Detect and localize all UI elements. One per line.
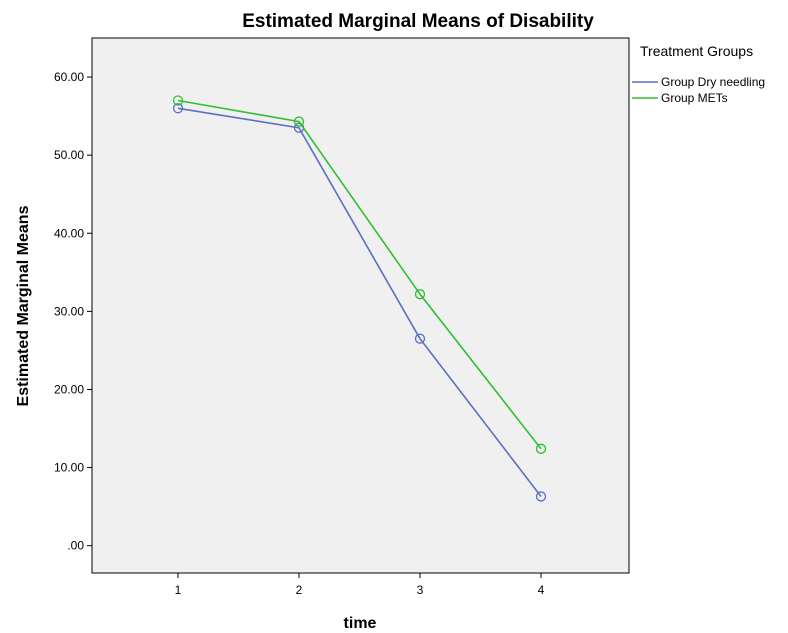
y-tick-label: 60.00 bbox=[54, 70, 84, 84]
y-tick-label: 40.00 bbox=[54, 226, 84, 240]
legend-title: Treatment Groups bbox=[640, 43, 753, 59]
y-tick-label: 20.00 bbox=[54, 382, 84, 396]
x-tick-label: 3 bbox=[417, 583, 424, 597]
data-point bbox=[172, 95, 184, 106]
plot-area bbox=[91, 37, 630, 574]
x-axis-title: time bbox=[344, 615, 377, 632]
x-tick-label: 2 bbox=[296, 583, 303, 597]
data-point bbox=[414, 333, 426, 344]
series-line bbox=[177, 99, 542, 450]
legend: Treatment Groups Group Dry needlingGroup… bbox=[632, 43, 765, 105]
y-tick-label: 30.00 bbox=[54, 304, 84, 318]
x-tick-label: 4 bbox=[538, 583, 545, 597]
x-axis: 1 2 3 4 bbox=[175, 573, 545, 597]
x-tick-label: 1 bbox=[175, 583, 182, 597]
y-tick-label: 50.00 bbox=[54, 148, 84, 162]
y-axis: .00 10.00 20.00 30.00 40.00 50.00 60.00 bbox=[54, 70, 92, 553]
chart-title: Estimated Marginal Means of Disability bbox=[242, 11, 594, 32]
data-point bbox=[535, 491, 547, 502]
data-point bbox=[172, 103, 184, 114]
legend-label: Group METs bbox=[661, 91, 728, 105]
data-point bbox=[293, 116, 305, 127]
legend-label: Group Dry needling bbox=[661, 75, 765, 89]
legend-items: Group Dry needling Group METs bbox=[632, 75, 765, 105]
y-axis-title: Estimated Marginal Means bbox=[15, 205, 32, 406]
series-group bbox=[172, 95, 547, 502]
y-tick-label: 10.00 bbox=[54, 461, 84, 475]
y-tick-label: .00 bbox=[67, 539, 84, 553]
data-point bbox=[414, 289, 426, 300]
data-point bbox=[535, 443, 547, 454]
series-line bbox=[177, 107, 542, 497]
